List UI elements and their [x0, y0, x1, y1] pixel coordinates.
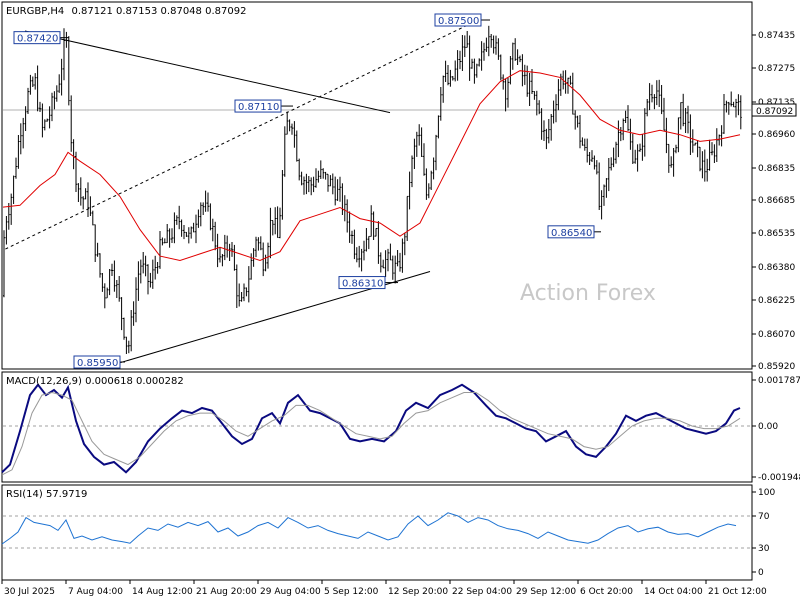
- time-axis-label: 29 Aug 04:00: [260, 587, 321, 597]
- macd-axis-label: 0.001787: [758, 376, 800, 386]
- macd-line: [1, 383, 741, 474]
- annotation-label: 0.87420: [17, 34, 58, 45]
- price-axis-label: 0.86535: [758, 229, 795, 239]
- rsi-indicator-label: RSI(14) 57.9719: [6, 489, 87, 500]
- price-axis-label: 0.85920: [758, 362, 795, 372]
- annotation-box: [547, 225, 595, 239]
- macd-indicator-label: MACD(12,26,9) 0.000618 0.000282: [6, 376, 184, 387]
- price-panel: [1, 1, 753, 370]
- time-axis-label: 21 Oct 12:00: [708, 587, 767, 597]
- ohlc-values: 0.87121 0.87153 0.87048 0.87092: [71, 6, 246, 17]
- rsi-axis-label: 0: [758, 568, 764, 578]
- annotation-label: 0.86540: [551, 228, 592, 239]
- price-annotation: 0.85950: [73, 355, 125, 369]
- time-axis-label: 12 Sep 20:00: [388, 587, 448, 597]
- rsi-axis-label: 100: [758, 488, 775, 498]
- price-annotation: 0.86540: [547, 225, 601, 239]
- current-price-box: [751, 103, 797, 117]
- time-axis-label: 21 Aug 20:00: [196, 587, 257, 597]
- moving-average-line: [3, 70, 741, 262]
- annotation-box: [73, 355, 121, 369]
- time-axis-label: 22 Sep 04:00: [452, 587, 512, 597]
- annotation-box: [338, 276, 386, 290]
- price-axis-label: 0.86685: [758, 196, 795, 206]
- time-axis-label: 14 Oct 04:00: [644, 587, 703, 597]
- annotation-label: 0.85950: [77, 358, 118, 369]
- chart-header: EURGBP,H4 0.87121 0.87153 0.87048 0.8709…: [6, 6, 246, 17]
- signal-line: [1, 391, 741, 476]
- annotation-label: 0.87110: [238, 102, 279, 113]
- price-annotation: 0.87500: [434, 13, 490, 27]
- price-axis-label: 0.86225: [758, 296, 795, 306]
- price-annotation: 0.87110: [234, 99, 293, 113]
- annotation-box: [13, 31, 61, 45]
- time-axis-label: 14 Aug 12:00: [132, 587, 193, 597]
- rsi-axis-label: 70: [758, 512, 770, 522]
- price-axis-label: 0.86380: [758, 263, 795, 273]
- price-annotation: 0.87420: [13, 31, 69, 45]
- annotation-box: [434, 13, 482, 27]
- time-axis-label: 29 Sep 12:00: [516, 587, 576, 597]
- time-axis-label: 30 Jul 2025: [4, 587, 55, 597]
- macd-panel: [1, 371, 753, 483]
- price-axis-label: 0.86960: [758, 130, 795, 140]
- price-axis-label: 0.86070: [758, 330, 795, 340]
- annotation-label: 0.87500: [438, 16, 479, 27]
- macd-axis-label: -0.001948: [758, 473, 800, 483]
- time-axis-label: 6 Oct 20:00: [580, 587, 633, 597]
- trendline: [24, 30, 391, 114]
- price-annotation: 0.86310: [338, 276, 398, 290]
- rsi-line: [1, 512, 737, 545]
- current-price-label: 0.87092: [756, 107, 793, 117]
- symbol-label: EURGBP,H4: [6, 6, 64, 17]
- annotation-label: 0.86310: [342, 279, 383, 290]
- watermark: Action Forex: [520, 281, 656, 306]
- macd-axis-label: 0.00: [758, 422, 778, 432]
- time-axis-label: 7 Aug 04:00: [68, 587, 123, 597]
- time-axis-label: 5 Sep 12:00: [324, 587, 379, 597]
- price-axis-label: 0.87135: [758, 98, 795, 108]
- dashed-trendline: [3, 19, 479, 251]
- price-axis-label: 0.87435: [758, 31, 795, 41]
- annotation-box: [234, 99, 282, 113]
- price-axis-label: 0.86835: [758, 164, 795, 174]
- price-axis-label: 0.87275: [758, 64, 795, 74]
- rsi-panel: [1, 484, 753, 581]
- rsi-axis-label: 30: [758, 544, 770, 554]
